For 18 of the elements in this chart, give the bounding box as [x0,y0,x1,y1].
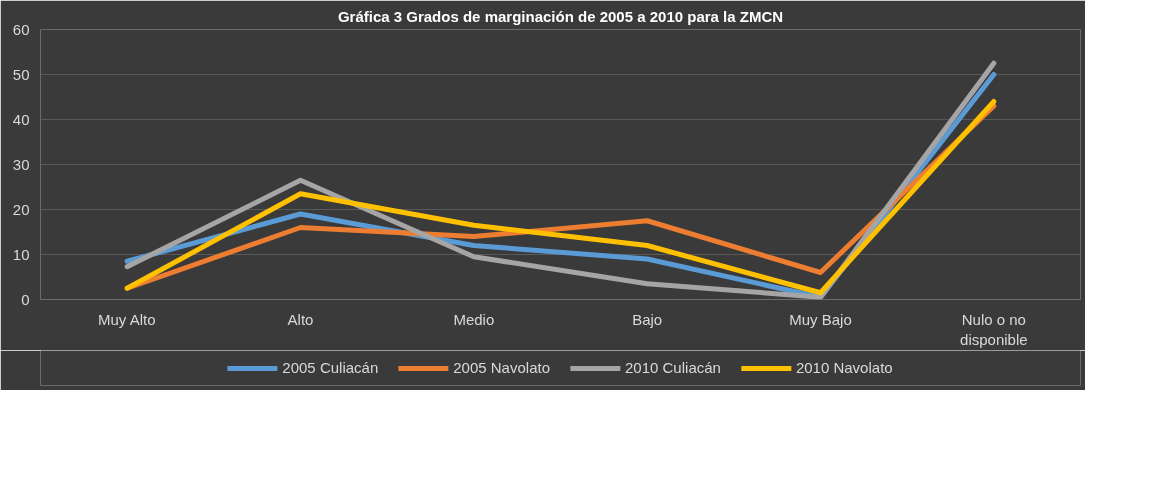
y-tick-label: 50 [12,65,30,83]
y-tick-label: 60 [12,20,30,38]
x-tick-label: Bajo [632,310,663,328]
legend-label: 2005 Navolato [453,359,550,376]
x-tick-label: Medio [453,310,495,328]
legend-label: 2005 Culiacán [282,359,379,376]
y-tick-label: 30 [12,155,30,173]
y-tick-label: 10 [12,245,30,263]
y-tick-label: 20 [12,200,30,218]
legend-label: 2010 Culiacán [625,359,721,376]
y-tick-label: 0 [21,290,30,308]
x-tick-label: Muy Alto [97,310,156,328]
y-tick-label: 40 [12,110,30,128]
legend-label: 2010 Navolato [795,359,893,376]
x-tick-label: Nulo o no disponible [960,310,1028,348]
chart-title: Gráfica 3 Grados de marginación de 2005 a 2010 para la ZMCN [337,7,784,25]
x-tick-label: Alto [287,310,314,328]
x-tick-label: Muy Bajo [789,310,852,328]
